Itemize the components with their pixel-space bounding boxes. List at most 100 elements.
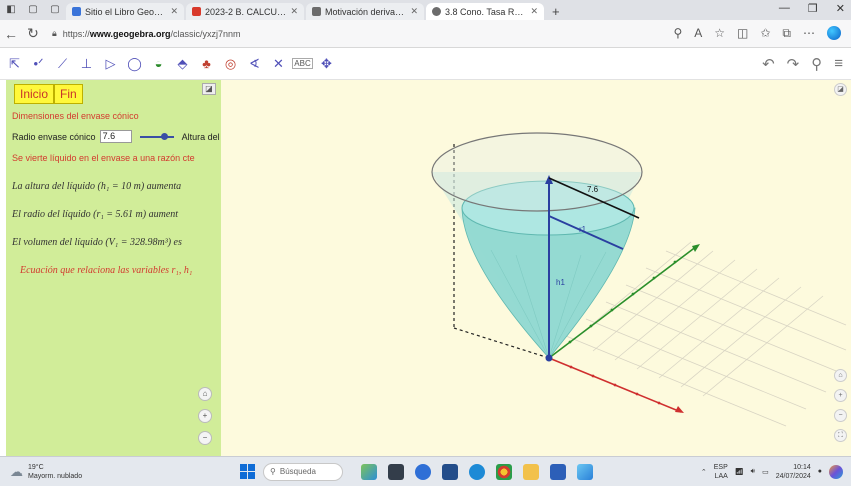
- start-button[interactable]: [240, 464, 255, 479]
- url-field[interactable]: 🔒︎ https://www.geogebra.org/classic/yxzj…: [52, 24, 572, 44]
- angle-tool-icon[interactable]: ◎: [224, 55, 237, 71]
- minimize-icon[interactable]: —: [778, 2, 790, 14]
- view-zoom-in-icon[interactable]: +: [834, 389, 847, 402]
- cloud-icon: ☁: [10, 463, 23, 479]
- copilot-taskbar-icon[interactable]: [829, 464, 843, 479]
- circle-tool-icon[interactable]: ◯: [127, 55, 142, 71]
- radio-label: Radio envase cónico: [12, 131, 96, 142]
- favorites-icon[interactable]: ✩: [760, 26, 771, 40]
- liquid-shading: [490, 249, 607, 359]
- tab-actions-icon[interactable]: ▢: [28, 4, 38, 15]
- new-tab-button[interactable]: +: [552, 4, 560, 19]
- wifi-icon[interactable]: 📶︎: [734, 468, 744, 476]
- redo-icon[interactable]: ↷: [786, 55, 800, 73]
- radio-input[interactable]: 7.6: [99, 130, 132, 143]
- view-settings-icon[interactable]: ◪: [834, 83, 847, 96]
- app-taskview-icon[interactable]: [388, 463, 404, 480]
- app-edge-icon[interactable]: [469, 463, 485, 480]
- zoom-icon[interactable]: ⚲: [673, 26, 683, 40]
- copilot-icon[interactable]: [827, 26, 841, 40]
- app-store-icon[interactable]: [442, 463, 458, 480]
- maximize-icon[interactable]: ❐: [807, 3, 818, 15]
- tab-close-icon[interactable]: ✕: [170, 6, 178, 16]
- tab-close-icon[interactable]: ✕: [290, 6, 298, 16]
- read-aloud-icon[interactable]: A: [694, 26, 703, 40]
- intersect-tool-icon[interactable]: ◒: [154, 56, 163, 71]
- system-tray: ⌃ ESP LAA 📶︎ 🔊︎ ▭ 10:14 24/07/2024 ●: [701, 463, 851, 481]
- url-host: www.geogebra.org: [89, 28, 171, 39]
- view-home-icon[interactable]: ⌂: [834, 369, 847, 382]
- menu-icon[interactable]: ≡: [834, 54, 843, 72]
- collections-icon[interactable]: ⧉: [782, 26, 791, 40]
- app-word-icon[interactable]: [550, 463, 566, 480]
- app-widget-icon[interactable]: [361, 463, 377, 480]
- cone-3d-canvas[interactable]: 7.6 r1 h1: [221, 80, 851, 456]
- tab-title: Motivación derivación aquí...: [325, 6, 407, 17]
- x-axis: [548, 357, 684, 413]
- app-teams-icon[interactable]: [415, 463, 431, 480]
- sphere-tool-icon[interactable]: ♣: [202, 56, 211, 71]
- app-photos-icon[interactable]: [577, 463, 593, 480]
- floor-grid: [565, 241, 847, 427]
- split-screen-icon[interactable]: ◫: [737, 26, 749, 40]
- undo-icon[interactable]: ↶: [762, 55, 775, 73]
- clock[interactable]: 10:14 24/07/2024: [776, 463, 811, 481]
- pour-text: Se vierte líquido en el envase a una raz…: [12, 153, 195, 163]
- favorite-star-icon[interactable]: ☆: [714, 26, 726, 40]
- move-view-tool-icon[interactable]: ✥: [321, 55, 332, 71]
- text-tool-icon[interactable]: ABC: [292, 53, 313, 75]
- workspaces-icon[interactable]: ▢: [50, 4, 60, 15]
- browser-tab-3[interactable]: 3.8 Cono. Tasa Relacionada ✕: [426, 3, 544, 20]
- browser-tab-0[interactable]: Sitio el Libro Geodatos : OKU ✕: [66, 3, 184, 20]
- lock-icon: 🔒︎: [52, 28, 57, 38]
- home-view-icon[interactable]: ⌂: [198, 387, 212, 401]
- pinned-apps: [361, 463, 593, 480]
- panel-toggle-icon[interactable]: ◪: [202, 83, 216, 95]
- browser-tab-1[interactable]: 2023-2 B. CALCULO 1.pdf ✕: [186, 3, 304, 20]
- point-tool-icon[interactable]: •ᐟ: [33, 55, 44, 71]
- clock-time: 10:14: [793, 463, 811, 471]
- inicio-button[interactable]: Inicio: [14, 84, 55, 104]
- cursor-tool-icon[interactable]: ⇱: [9, 55, 20, 71]
- polygon-tool-icon[interactable]: ▷: [105, 55, 116, 71]
- back-icon[interactable]: ←: [4, 25, 18, 42]
- language-indicator[interactable]: ESP LAA: [714, 463, 728, 481]
- geogebra-toolbar-right: ↶ ↷ ⚲ ≡: [762, 55, 851, 73]
- taskbar-search[interactable]: ⚲ Búsqueda: [263, 462, 343, 481]
- weather-widget[interactable]: ☁ 19°C Mayorm. nublado: [0, 463, 240, 481]
- zoom-out-icon[interactable]: −: [198, 431, 212, 445]
- reflect-tool-icon[interactable]: ∢: [249, 55, 260, 71]
- height-slider[interactable]: [139, 132, 174, 140]
- url-path: /classic/yxzj7nnm: [170, 28, 241, 39]
- close-window-icon[interactable]: ✕: [835, 3, 845, 15]
- view-zoom-out-icon[interactable]: −: [834, 409, 847, 422]
- tab-close-icon[interactable]: ✕: [530, 6, 538, 16]
- notification-icon[interactable]: ●: [817, 468, 822, 475]
- browser-tab-2[interactable]: Motivación derivación aquí... ✕: [306, 3, 424, 20]
- altura-label: Altura del: [181, 131, 220, 142]
- browser-actions: ⚲ A ☆ ◫ ✩ ⧉ ⋯: [673, 26, 851, 41]
- top-radius-line: [548, 177, 640, 219]
- sidebar-toggle-icon[interactable]: ◧: [6, 4, 16, 15]
- perpendicular-tool-icon[interactable]: ⊥: [80, 55, 93, 71]
- search-icon[interactable]: ⚲: [811, 55, 823, 73]
- view-fullscreen-icon[interactable]: ⛶: [834, 429, 847, 442]
- app-explorer-icon[interactable]: [523, 463, 539, 480]
- battery-icon[interactable]: ▭: [762, 468, 769, 476]
- line-tool-icon[interactable]: ⟋: [57, 55, 68, 71]
- fin-button[interactable]: Fin: [54, 84, 83, 104]
- pdf-favicon-icon: [192, 7, 201, 16]
- app-chrome-icon[interactable]: [496, 463, 512, 480]
- graphics-3d-view[interactable]: 7.6 r1 h1 ◪ ⌂ + − ⛶: [221, 80, 851, 456]
- more-icon[interactable]: ⋯: [803, 26, 815, 40]
- refresh-icon[interactable]: ↻: [27, 25, 39, 41]
- top-radius-label: 7.6: [587, 185, 599, 194]
- zoom-in-icon[interactable]: +: [198, 409, 212, 423]
- tab-close-icon[interactable]: ✕: [410, 6, 418, 16]
- slider-tool-icon[interactable]: ✕: [273, 55, 284, 71]
- tray-overflow-icon[interactable]: ⌃: [700, 468, 707, 476]
- abc-label: ABC: [292, 58, 313, 69]
- search-icon: ⚲: [270, 467, 276, 476]
- pyramid-tool-icon[interactable]: ⬘: [177, 55, 188, 71]
- volume-icon[interactable]: 🔊︎: [750, 467, 756, 475]
